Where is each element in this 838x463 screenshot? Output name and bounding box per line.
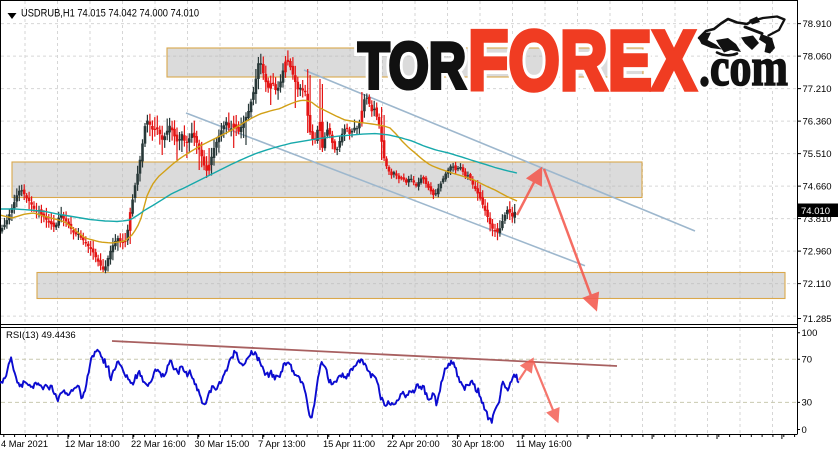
svg-text:7 Apr 13:00: 7 Apr 13:00 [258,439,306,449]
svg-text:FOREX: FOREX [471,16,699,110]
svg-text:30: 30 [802,398,813,409]
svg-text:12 Mar 18:00: 12 Mar 18:00 [65,439,120,449]
svg-text:71.285: 71.285 [803,314,832,325]
svg-text:72.960: 72.960 [803,246,832,257]
svg-text:76.360: 76.360 [803,116,832,127]
svg-text:30 Mar 15:00: 30 Mar 15:00 [195,439,250,449]
svg-text:TOR: TOR [358,29,466,102]
svg-text:100: 100 [802,328,818,339]
svg-text:22 Apr 20:00: 22 Apr 20:00 [387,439,440,449]
svg-text:FOREX: FOREX [468,14,696,108]
svg-text:11 May 16:00: 11 May 16:00 [516,439,572,449]
svg-text:78.910: 78.910 [803,19,832,30]
svg-text:.com: .com [699,37,788,97]
svg-text:TOR: TOR [358,29,466,102]
svg-text:72.110: 72.110 [803,279,831,290]
svg-text:USDRUB,H1 74.015 74.042 74.00: USDRUB,H1 74.015 74.042 74.000 74.010 [21,8,199,20]
svg-text:22 Mar 16:00: 22 Mar 16:00 [131,439,186,449]
svg-text:FOREX: FOREX [468,14,696,108]
svg-text:73.810: 73.810 [803,214,832,225]
svg-text:75.510: 75.510 [803,149,832,160]
svg-text:30 Apr 18:00: 30 Apr 18:00 [452,439,505,449]
svg-text:74.660: 74.660 [803,181,832,192]
svg-text:0: 0 [802,425,807,436]
svg-text:77.210: 77.210 [803,84,832,95]
svg-text:4 Mar 2021: 4 Mar 2021 [1,439,48,449]
svg-text:70: 70 [802,355,813,366]
svg-text:78.060: 78.060 [803,51,832,62]
svg-text:15 Apr 11:00: 15 Apr 11:00 [323,439,375,449]
svg-text:RSI(13) 49.4436: RSI(13) 49.4436 [6,330,76,341]
svg-text:74.010: 74.010 [801,206,830,217]
svg-text:TOR: TOR [361,32,469,105]
